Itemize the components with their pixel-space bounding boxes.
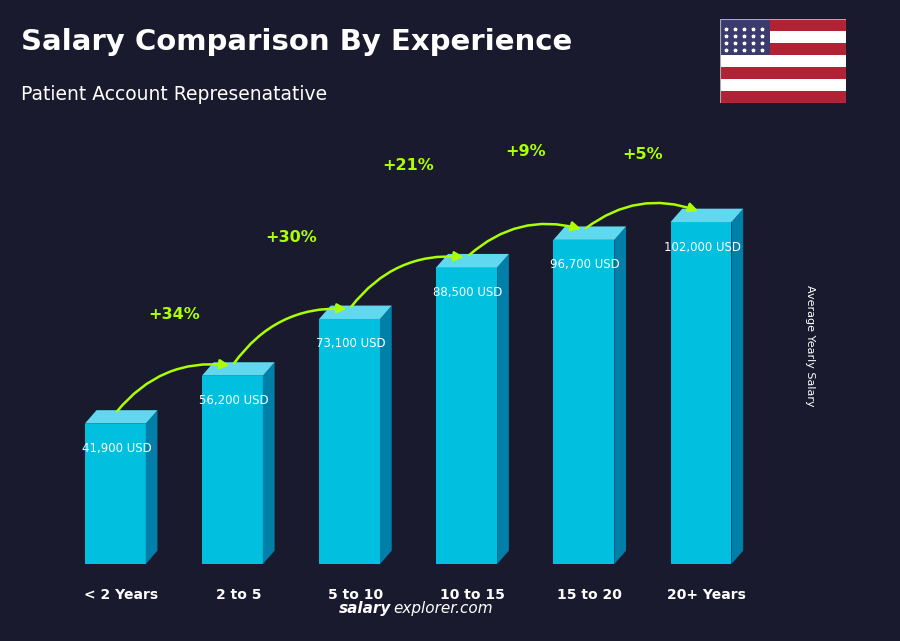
Text: +30%: +30% [266, 230, 317, 246]
Text: 96,700 USD: 96,700 USD [550, 258, 620, 271]
Text: 73,100 USD: 73,100 USD [316, 337, 385, 351]
Bar [720, 43, 846, 55]
Polygon shape [320, 306, 392, 319]
Text: Salary Comparison By Experience: Salary Comparison By Experience [21, 28, 572, 56]
Text: 5 to 10: 5 to 10 [328, 588, 383, 601]
Bar [720, 31, 846, 43]
Bar [320, 319, 380, 564]
Bar [720, 67, 846, 79]
Text: 88,500 USD: 88,500 USD [433, 286, 502, 299]
Bar [85, 424, 146, 564]
Text: Patient Account Represenatative: Patient Account Represenatative [21, 85, 328, 104]
Polygon shape [436, 254, 508, 267]
Text: +21%: +21% [382, 158, 434, 174]
Polygon shape [263, 362, 274, 564]
Text: +34%: +34% [148, 307, 200, 322]
Bar [436, 267, 497, 564]
Polygon shape [670, 209, 743, 222]
Text: 102,000 USD: 102,000 USD [663, 240, 741, 254]
Text: explorer.com: explorer.com [393, 601, 493, 617]
Polygon shape [615, 226, 626, 564]
Text: 20+ Years: 20+ Years [668, 588, 746, 601]
Text: 10 to 15: 10 to 15 [440, 588, 505, 601]
Text: < 2 Years: < 2 Years [84, 588, 158, 601]
Polygon shape [146, 410, 158, 564]
Text: 15 to 20: 15 to 20 [557, 588, 622, 601]
Bar [202, 376, 263, 564]
Polygon shape [554, 226, 626, 240]
Text: +5%: +5% [622, 147, 662, 162]
Polygon shape [732, 209, 743, 564]
Text: Average Yearly Salary: Average Yearly Salary [805, 285, 815, 407]
Polygon shape [85, 410, 158, 424]
Text: salary: salary [339, 601, 392, 617]
Text: 41,900 USD: 41,900 USD [82, 442, 151, 455]
Bar [554, 240, 615, 564]
Text: 56,200 USD: 56,200 USD [199, 394, 268, 407]
Bar [720, 79, 846, 90]
Bar [720, 90, 846, 103]
Text: +9%: +9% [505, 144, 545, 160]
Bar [670, 222, 732, 564]
Polygon shape [497, 254, 508, 564]
Bar [720, 55, 846, 67]
Text: 2 to 5: 2 to 5 [215, 588, 261, 601]
Bar [720, 19, 846, 31]
Bar [720, 19, 770, 55]
Polygon shape [380, 306, 392, 564]
Polygon shape [202, 362, 274, 376]
